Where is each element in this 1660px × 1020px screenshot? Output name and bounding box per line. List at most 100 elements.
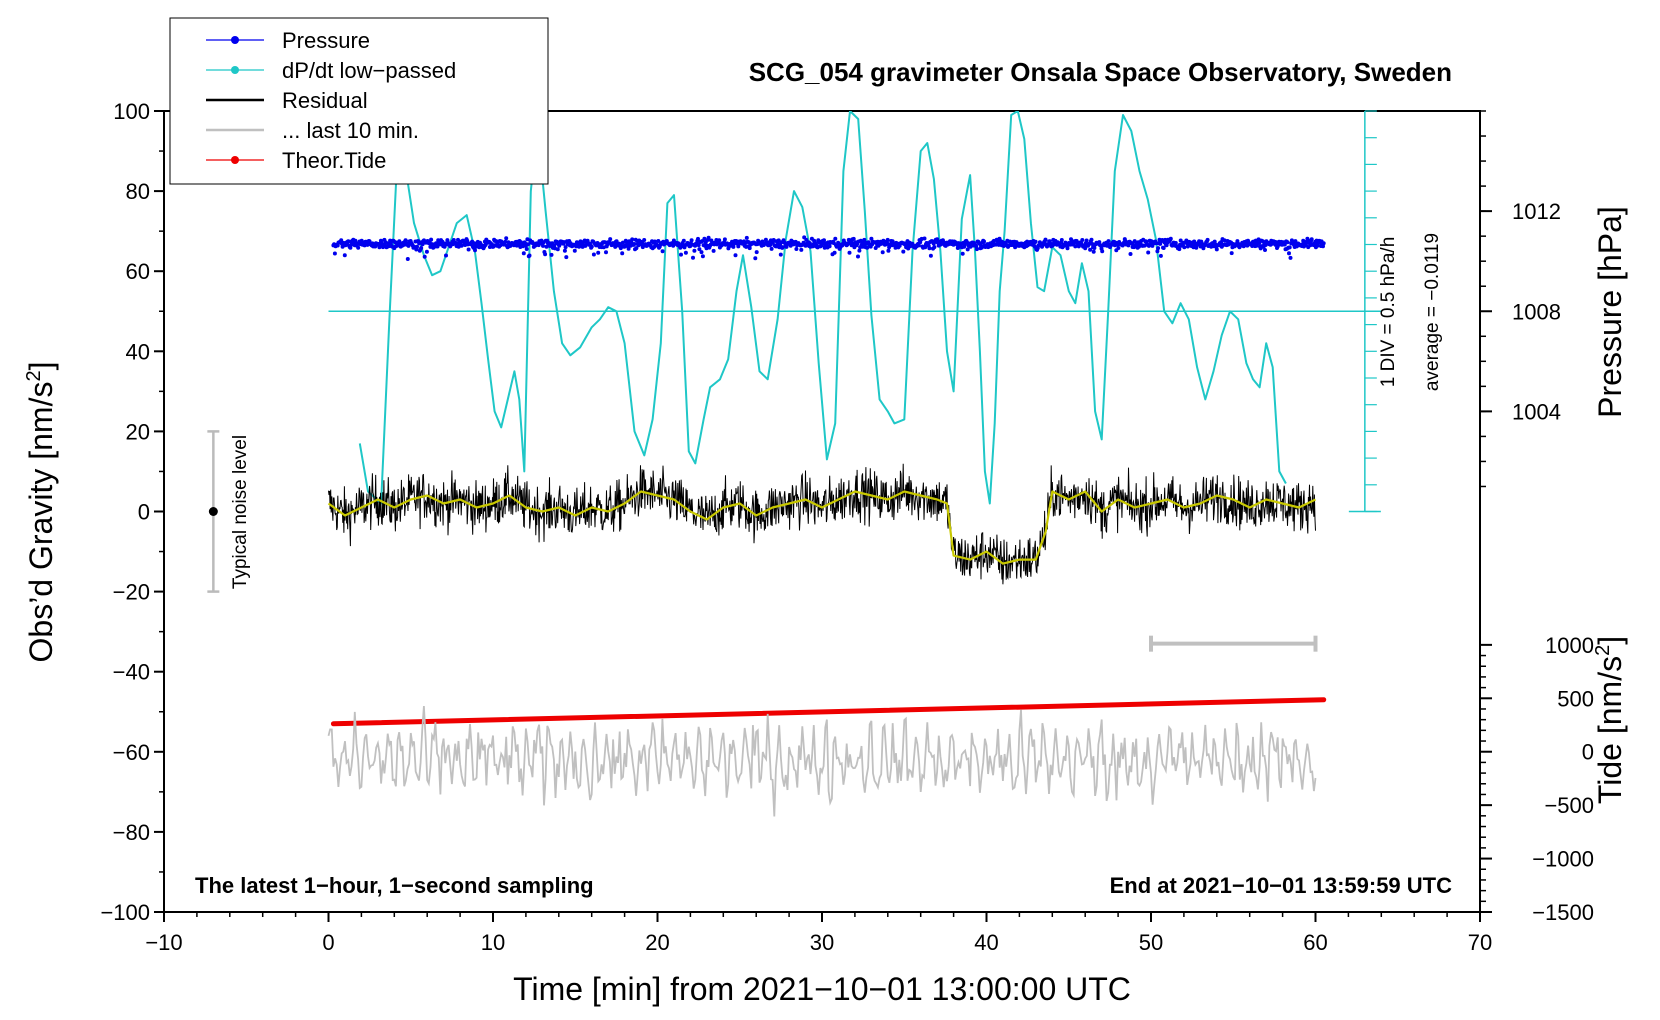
pressure-point (526, 242, 531, 247)
pressure-point (1059, 238, 1064, 242)
pressure-point (591, 252, 596, 257)
pressure-point (679, 252, 683, 257)
residual-smoothed-line (327, 490, 1316, 565)
pressure-point (901, 249, 906, 254)
pressure-point (660, 249, 665, 254)
pressure-point (563, 245, 568, 250)
pressure-point (342, 253, 347, 258)
pressure-point (717, 238, 722, 243)
pressure-point (1116, 246, 1121, 250)
annotation-right: End at 2021−10−01 13:59:59 UTC (1110, 873, 1453, 898)
pressure-point (1128, 252, 1133, 256)
pressure-point (405, 257, 410, 261)
pressure-point (1073, 244, 1078, 249)
pressure-point (1219, 240, 1224, 245)
y-tick-label: 60 (126, 259, 150, 284)
pressure-point (960, 251, 965, 256)
legend-label: Theor.Tide (282, 148, 386, 173)
legend-label: Pressure (282, 28, 370, 53)
pressure-point (794, 247, 799, 251)
pressure-point (642, 238, 647, 242)
pressure-point (1126, 243, 1131, 248)
pressure-point (1235, 239, 1240, 244)
dpdt-average-label: average = −0.0119 (1422, 233, 1443, 391)
pressure-point (1168, 236, 1173, 241)
pressure-point (780, 245, 785, 250)
pressure-point (736, 244, 741, 249)
x-tick-label: −10 (145, 930, 182, 955)
x-tick-label: 60 (1303, 930, 1327, 955)
pressure-point (1084, 238, 1089, 243)
pressure-point (927, 246, 932, 251)
pressure-point (1097, 240, 1102, 245)
pressure-point (747, 246, 752, 251)
pressure-point (856, 254, 860, 259)
pressure-point (982, 239, 986, 244)
pressure-point (700, 254, 705, 259)
pressure-point (833, 236, 838, 241)
pressure-point (862, 237, 867, 242)
legend-swatch-marker (231, 66, 239, 74)
pressure-point (916, 243, 921, 248)
pressure-point (1155, 249, 1160, 254)
pressure-point (1080, 238, 1085, 242)
y-axis-title-left-close: ] (23, 362, 59, 371)
pressure-point (1182, 245, 1187, 250)
pressure-point (1089, 237, 1094, 242)
pressure-point (851, 236, 856, 241)
pressure-point (869, 236, 874, 241)
annotation-left: The latest 1−hour, 1−second sampling (195, 873, 594, 898)
last-10-min-series (327, 635, 1318, 817)
x-tick-label: 70 (1468, 930, 1492, 955)
pressure-point (1177, 247, 1182, 252)
pressure-point (626, 246, 631, 251)
pressure-point (706, 235, 711, 240)
y-tick-label: 20 (126, 419, 150, 444)
pressure-point (620, 251, 625, 256)
x-tick-label: 30 (810, 930, 834, 955)
pressure-point (935, 237, 940, 242)
pressure-point (1033, 239, 1038, 244)
pressure-point (1065, 246, 1070, 251)
legend-label: Residual (282, 88, 368, 113)
pressure-point (1043, 237, 1048, 242)
noise-level-center-dot (208, 507, 218, 516)
pressure-point (1282, 242, 1287, 247)
y-tick-label: 0 (138, 500, 150, 525)
pressure-point (1285, 240, 1290, 245)
pressure-point (873, 246, 878, 250)
y-tick-label: −20 (113, 580, 150, 605)
pressure-point (604, 250, 608, 255)
pressure-point (692, 248, 697, 253)
y-axis-title-pressure: Pressure [hPa] (1592, 206, 1628, 418)
pressure-point (683, 250, 688, 255)
residual-line (328, 463, 1316, 585)
pressure-point (799, 247, 804, 252)
pressure-point (608, 237, 613, 242)
pressure-point (827, 244, 832, 249)
pressure-point (699, 250, 704, 255)
pressure-point (922, 236, 927, 241)
pressure-point (1309, 237, 1314, 242)
pressure-point (583, 243, 588, 248)
tide-series (330, 697, 1327, 727)
pressure-point (1214, 247, 1219, 252)
pressure-series (331, 235, 1326, 261)
pressure-point (429, 237, 434, 242)
legend-label: dP/dt low−passed (282, 58, 456, 83)
pressure-point (928, 253, 933, 258)
y-tick-label: 40 (126, 339, 150, 364)
x-tick-label: 0 (322, 930, 334, 955)
pressure-point (435, 244, 440, 249)
pressure-point (1158, 253, 1163, 258)
pressure-point (521, 251, 526, 256)
pressure-point (885, 237, 890, 242)
pressure-point (1178, 238, 1183, 243)
legend: Pressure dP/dt low−passed Residual ... last… (169, 17, 549, 185)
noise-level-label: Typical noise level (230, 435, 251, 589)
pressure-point (776, 238, 781, 243)
tide-tick-label: 500 (1557, 686, 1594, 711)
pressure-point (857, 248, 862, 253)
pressure-point (406, 243, 411, 248)
